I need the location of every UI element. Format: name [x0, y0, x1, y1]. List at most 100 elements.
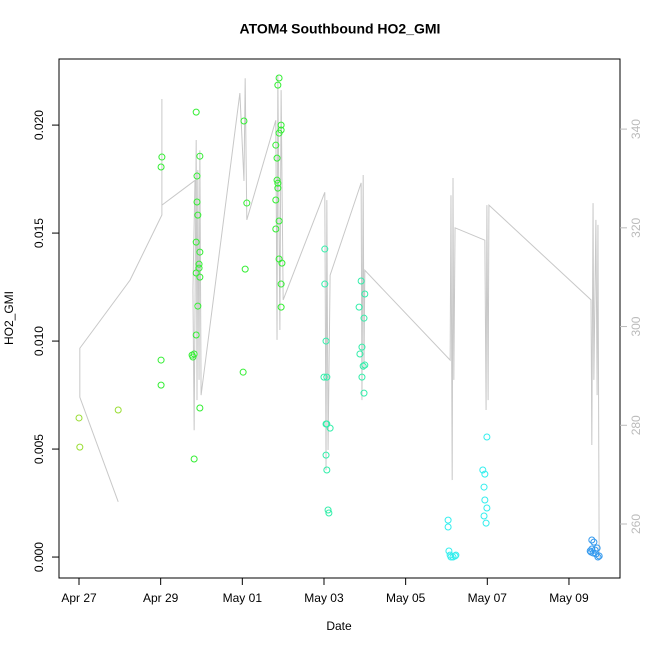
point — [76, 443, 84, 451]
point — [588, 536, 596, 544]
point — [278, 259, 286, 267]
point — [196, 273, 204, 281]
point — [193, 198, 201, 206]
y-tick-label: 0.010 — [32, 326, 46, 356]
x-tick-label: Apr 29 — [143, 591, 179, 605]
point — [196, 248, 204, 256]
point — [272, 225, 280, 233]
point — [157, 163, 165, 171]
x-tick-label: May 05 — [386, 591, 426, 605]
point — [586, 547, 594, 555]
point — [480, 483, 488, 491]
y-tick-label: 0.015 — [32, 218, 46, 248]
y-tick-label: 0.000 — [32, 542, 46, 572]
point — [595, 552, 603, 560]
point — [196, 404, 204, 412]
point — [275, 217, 283, 225]
y2-tick-label: 300 — [629, 316, 643, 336]
point — [481, 470, 489, 478]
point — [323, 373, 331, 381]
point — [321, 280, 329, 288]
point — [272, 141, 280, 149]
point — [190, 455, 198, 463]
chart-title: ATOM4 Southbound HO2_GMI — [240, 21, 441, 37]
point — [275, 74, 283, 82]
x-tick-label: Apr 27 — [61, 591, 97, 605]
point — [195, 260, 203, 268]
point — [322, 451, 330, 459]
point — [272, 196, 280, 204]
point — [192, 108, 200, 116]
point — [324, 506, 332, 514]
y2-tick-label: 260 — [629, 514, 643, 534]
point — [192, 238, 200, 246]
point — [189, 353, 197, 361]
point — [481, 496, 489, 504]
y2-tick-label: 320 — [629, 217, 643, 237]
point — [320, 373, 328, 381]
point — [194, 302, 202, 310]
point — [588, 545, 596, 553]
point — [322, 337, 330, 345]
point — [114, 406, 122, 414]
x-tick-label: May 01 — [223, 591, 263, 605]
y2-tick-label: 340 — [629, 119, 643, 139]
point — [360, 389, 368, 397]
point — [357, 277, 365, 285]
point — [361, 290, 369, 298]
point — [273, 154, 281, 162]
point — [193, 172, 201, 180]
point — [482, 519, 490, 527]
point — [274, 179, 282, 187]
point — [444, 523, 452, 531]
point — [158, 153, 166, 161]
point — [195, 264, 203, 272]
point — [75, 414, 83, 422]
point — [444, 516, 452, 524]
point — [273, 176, 281, 184]
point — [277, 303, 285, 311]
point — [157, 356, 165, 364]
x-tick-label: May 07 — [468, 591, 508, 605]
point — [358, 343, 366, 351]
point — [361, 361, 369, 369]
point — [452, 551, 460, 559]
point — [358, 373, 366, 381]
point — [274, 184, 282, 192]
x-tick-label: May 09 — [549, 591, 589, 605]
point — [194, 211, 202, 219]
point — [321, 245, 329, 253]
point — [355, 303, 363, 311]
point — [356, 350, 364, 358]
point — [480, 512, 488, 520]
point — [594, 553, 602, 561]
y-tick-label: 0.020 — [32, 110, 46, 140]
x-tick-label: May 03 — [304, 591, 344, 605]
point — [277, 121, 285, 129]
point — [483, 504, 491, 512]
point — [196, 152, 204, 160]
point — [243, 199, 251, 207]
plot-frame — [58, 58, 621, 579]
point — [157, 381, 165, 389]
y-axis-label: HO2_GMI — [2, 291, 16, 345]
point — [483, 433, 491, 441]
point — [325, 509, 333, 517]
point — [190, 350, 198, 358]
point — [275, 129, 283, 137]
x-axis-label: Date — [326, 619, 352, 633]
y-tick-label: 0.005 — [32, 434, 46, 464]
point — [590, 538, 598, 546]
point — [323, 466, 331, 474]
point — [241, 265, 249, 273]
point — [277, 280, 285, 288]
point — [360, 314, 368, 322]
point — [479, 466, 487, 474]
point — [239, 368, 247, 376]
y2-tick-label: 280 — [629, 415, 643, 435]
point — [445, 547, 453, 555]
y2-line — [79, 75, 600, 561]
point — [326, 424, 334, 432]
